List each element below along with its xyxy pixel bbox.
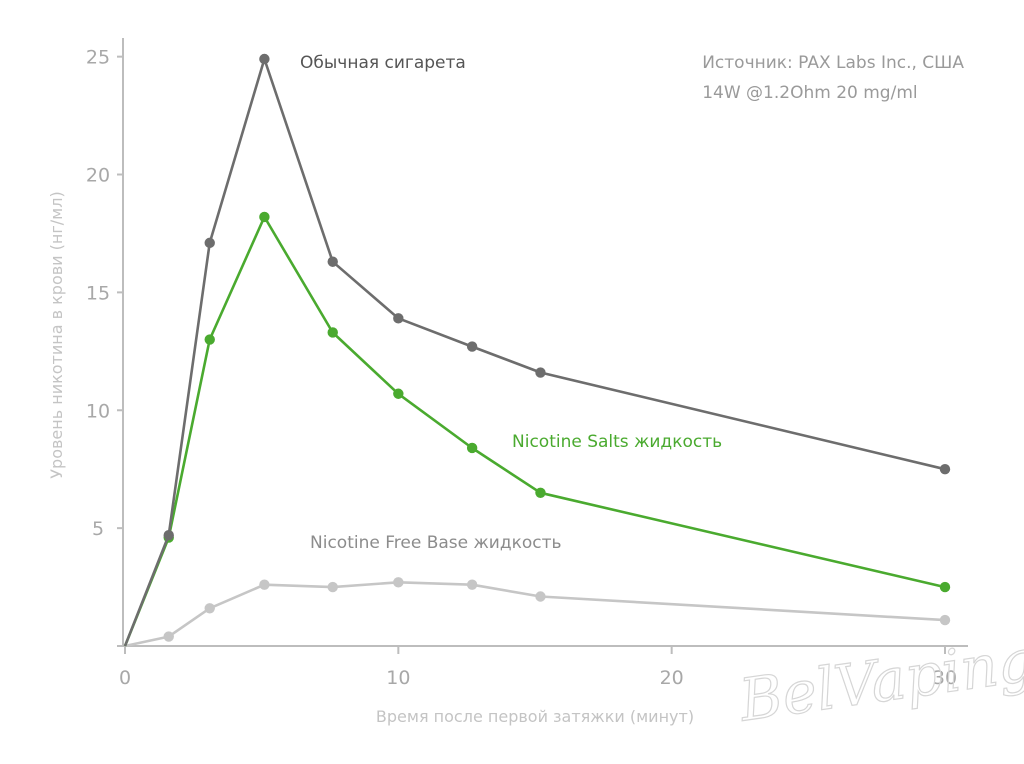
data-point-2 <box>163 631 174 642</box>
x-tick-label: 30 <box>933 667 957 689</box>
data-point-0 <box>327 256 338 267</box>
data-point-0 <box>939 463 951 475</box>
y-tick-label: 10 <box>86 400 110 422</box>
data-point-0 <box>535 367 546 378</box>
data-point-1 <box>204 334 215 345</box>
axes: 5 10 15 20 25 0 10 20 30 Время после первой затяж… <box>47 38 968 726</box>
y-tick-label: 25 <box>86 47 110 69</box>
data-point-1 <box>259 211 270 223</box>
series-layer <box>123 53 951 648</box>
data-point-2 <box>466 579 478 590</box>
data-point-0 <box>259 53 270 65</box>
data-point-2 <box>939 614 951 626</box>
data-point-1 <box>466 442 478 454</box>
watermark: BelVaping <box>735 626 1024 735</box>
data-point-2 <box>535 591 546 602</box>
x-tick-label: 20 <box>660 667 684 689</box>
data-point-2 <box>259 579 270 590</box>
data-point-1 <box>393 388 404 399</box>
series-label: Nicotine Salts жидкость <box>512 432 722 452</box>
data-point-0 <box>393 313 404 324</box>
data-point-2 <box>204 603 215 614</box>
series-label: Nicotine Free Base жидкость <box>310 533 562 553</box>
source-line-1: Источник: PAX Labs Inc., США <box>702 53 964 73</box>
y-tick-label: 20 <box>86 165 110 187</box>
source-line-2: 14W @1.2Ohm 20 mg/ml <box>702 83 918 103</box>
data-point-2 <box>393 577 404 588</box>
data-point-2 <box>327 581 338 593</box>
x-axis-title: Время после первой затяжки (минут) <box>376 707 694 726</box>
y-tick-label: 15 <box>86 282 110 304</box>
y-tick-label: 5 <box>92 518 104 540</box>
data-point-0 <box>204 237 215 249</box>
series-label: Обычная сигарета <box>300 53 466 73</box>
source-note: Источник: PAX Labs Inc., США 14W @1.2Ohm… <box>702 48 964 108</box>
series-labels: Обычная сигарета Nicotine Salts жидкость N… <box>300 53 722 553</box>
data-point-0 <box>466 341 478 352</box>
data-point-1 <box>535 487 546 498</box>
x-tick-label: 10 <box>386 667 410 689</box>
x-tick-label: 0 <box>119 667 131 689</box>
data-point-1 <box>327 327 338 338</box>
series-line-2 <box>124 580 946 648</box>
y-axis-title: Уровень никотина в крови (нг/мл) <box>47 191 66 478</box>
data-point-0 <box>163 530 174 541</box>
data-point-1 <box>939 581 951 593</box>
